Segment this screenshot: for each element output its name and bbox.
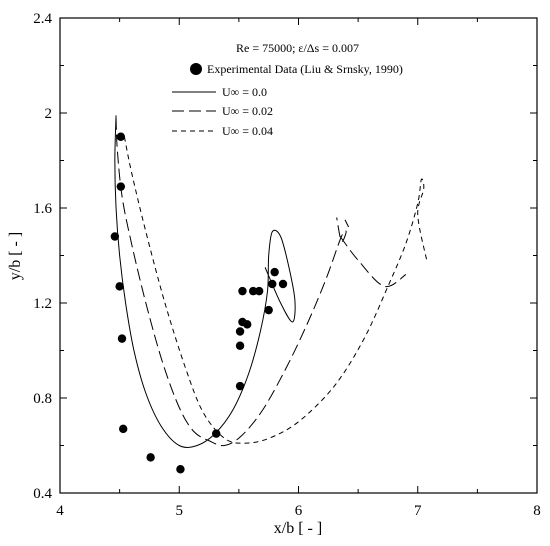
- legend-label-u002: U∞ = 0.02: [222, 104, 273, 118]
- experimental-data-point: [238, 286, 247, 296]
- experimental-data-point: [146, 453, 155, 462]
- legend-marker-experimental: [190, 63, 202, 75]
- experimental-data-point: [119, 424, 128, 434]
- experimental-data-point: [116, 132, 126, 141]
- series-line-3: [123, 136, 428, 444]
- x-tick-label: 4: [56, 503, 64, 519]
- experimental-data-point: [235, 327, 245, 336]
- axis-ticks: [59, 17, 538, 494]
- experimental-data-point: [278, 279, 288, 289]
- tick-labels: 4 5 6 7 8 0.4 0.8 1.2 1.6 2 2.4: [33, 11, 541, 519]
- experimental-data-point: [235, 381, 245, 391]
- y-tick-label: 0.4: [33, 486, 52, 502]
- y-tick-label: 1.6: [33, 201, 52, 217]
- experimental-data-point: [117, 334, 127, 343]
- experimental-data-point: [243, 320, 252, 329]
- legend-header: Re = 75000; ε/Δs = 0.007: [236, 41, 359, 55]
- legend-label-u0: U∞ = 0.0: [222, 85, 267, 99]
- series-lines: [114, 115, 428, 448]
- y-tick-label: 1.2: [33, 296, 52, 312]
- series-line-1: [114, 115, 296, 448]
- experimental-data-point: [176, 465, 185, 474]
- legend-label-u004: U∞ = 0.04: [222, 124, 273, 138]
- x-tick-label: 8: [533, 503, 541, 519]
- x-tick-label: 5: [176, 503, 184, 519]
- experimental-data-point: [110, 232, 120, 241]
- y-axis-title: y/b [ - ]: [7, 232, 24, 280]
- x-tick-label: 6: [295, 503, 303, 519]
- series-line-2: [115, 117, 347, 447]
- series-line-5: [344, 219, 350, 228]
- x-tick-label: 7: [414, 503, 422, 519]
- experimental-data-point: [116, 182, 126, 191]
- experimental-data-point: [115, 282, 124, 291]
- y-tick-label: 2.4: [33, 11, 52, 27]
- experimental-data-point: [270, 267, 279, 277]
- y-tick-label: 0.8: [33, 391, 52, 407]
- experimental-data-point: [212, 429, 221, 438]
- data-markers: [110, 132, 288, 474]
- experimental-data-point: [264, 305, 273, 315]
- series-line-4: [339, 236, 407, 288]
- legend: Re = 75000; ε/Δs = 0.007 Experimental Da…: [172, 41, 403, 138]
- experimental-data-point: [268, 279, 277, 289]
- x-axis-title: x/b [ - ]: [274, 520, 322, 537]
- y-tick-label: 2: [45, 106, 53, 122]
- legend-label-experimental: Experimental Data (Liu & Srnsky, 1990): [207, 62, 403, 76]
- experimental-data-point: [248, 286, 258, 296]
- experimental-data-point: [254, 286, 264, 296]
- experimental-data-point: [235, 341, 245, 350]
- plot-frame: [59, 17, 538, 494]
